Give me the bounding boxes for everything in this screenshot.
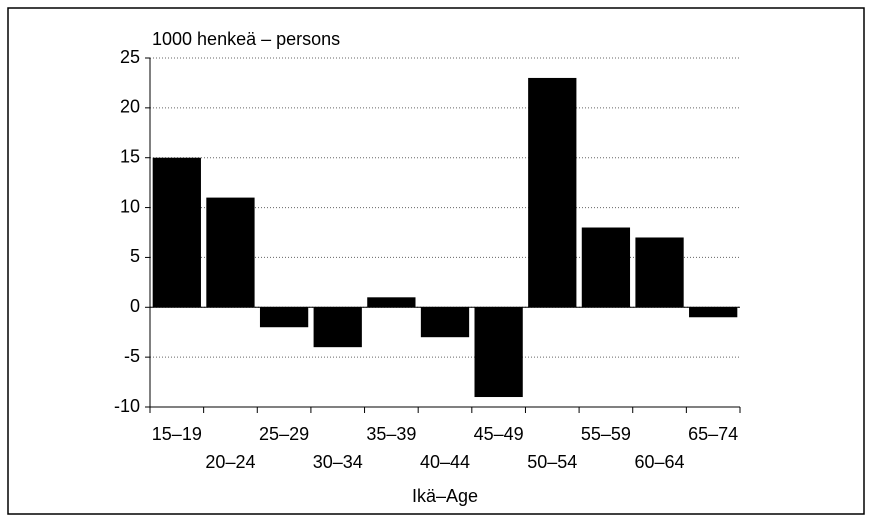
y-tick-label: 0 [130, 296, 140, 316]
x-tick-label: 25–29 [259, 424, 309, 444]
y-tick-label: 5 [130, 246, 140, 266]
bar [367, 297, 416, 308]
x-tick-label: 50–54 [527, 452, 577, 472]
bar [152, 157, 201, 308]
x-tick-label: 35–39 [366, 424, 416, 444]
y-tick-label: -5 [124, 346, 140, 366]
bar [420, 307, 470, 338]
bar [259, 307, 309, 328]
x-axis-label: Ikä–Age [412, 486, 478, 506]
x-tick-label: 45–49 [474, 424, 524, 444]
bar [635, 237, 684, 308]
y-tick-label: 25 [120, 47, 140, 67]
bar [206, 197, 255, 308]
y-tick-label: 10 [120, 196, 140, 216]
x-tick-label: 20–24 [205, 452, 255, 472]
y-tick-label: 20 [120, 97, 140, 117]
y-tick-label: -10 [114, 396, 140, 416]
frame [7, 7, 865, 515]
y-axis-label: 1000 henkeä – persons [152, 29, 340, 49]
bar [474, 307, 523, 398]
bar [313, 307, 362, 348]
x-tick-label: 15–19 [152, 424, 202, 444]
bar [528, 77, 577, 308]
x-tick-label: 40–44 [420, 452, 470, 472]
bar [689, 307, 738, 318]
x-tick-label: 55–59 [581, 424, 631, 444]
x-tick-label: 65–74 [688, 424, 738, 444]
x-tick-label: 30–34 [313, 452, 363, 472]
x-tick-label: 60–64 [635, 452, 685, 472]
y-tick-label: 15 [120, 146, 140, 166]
bar [581, 227, 631, 308]
